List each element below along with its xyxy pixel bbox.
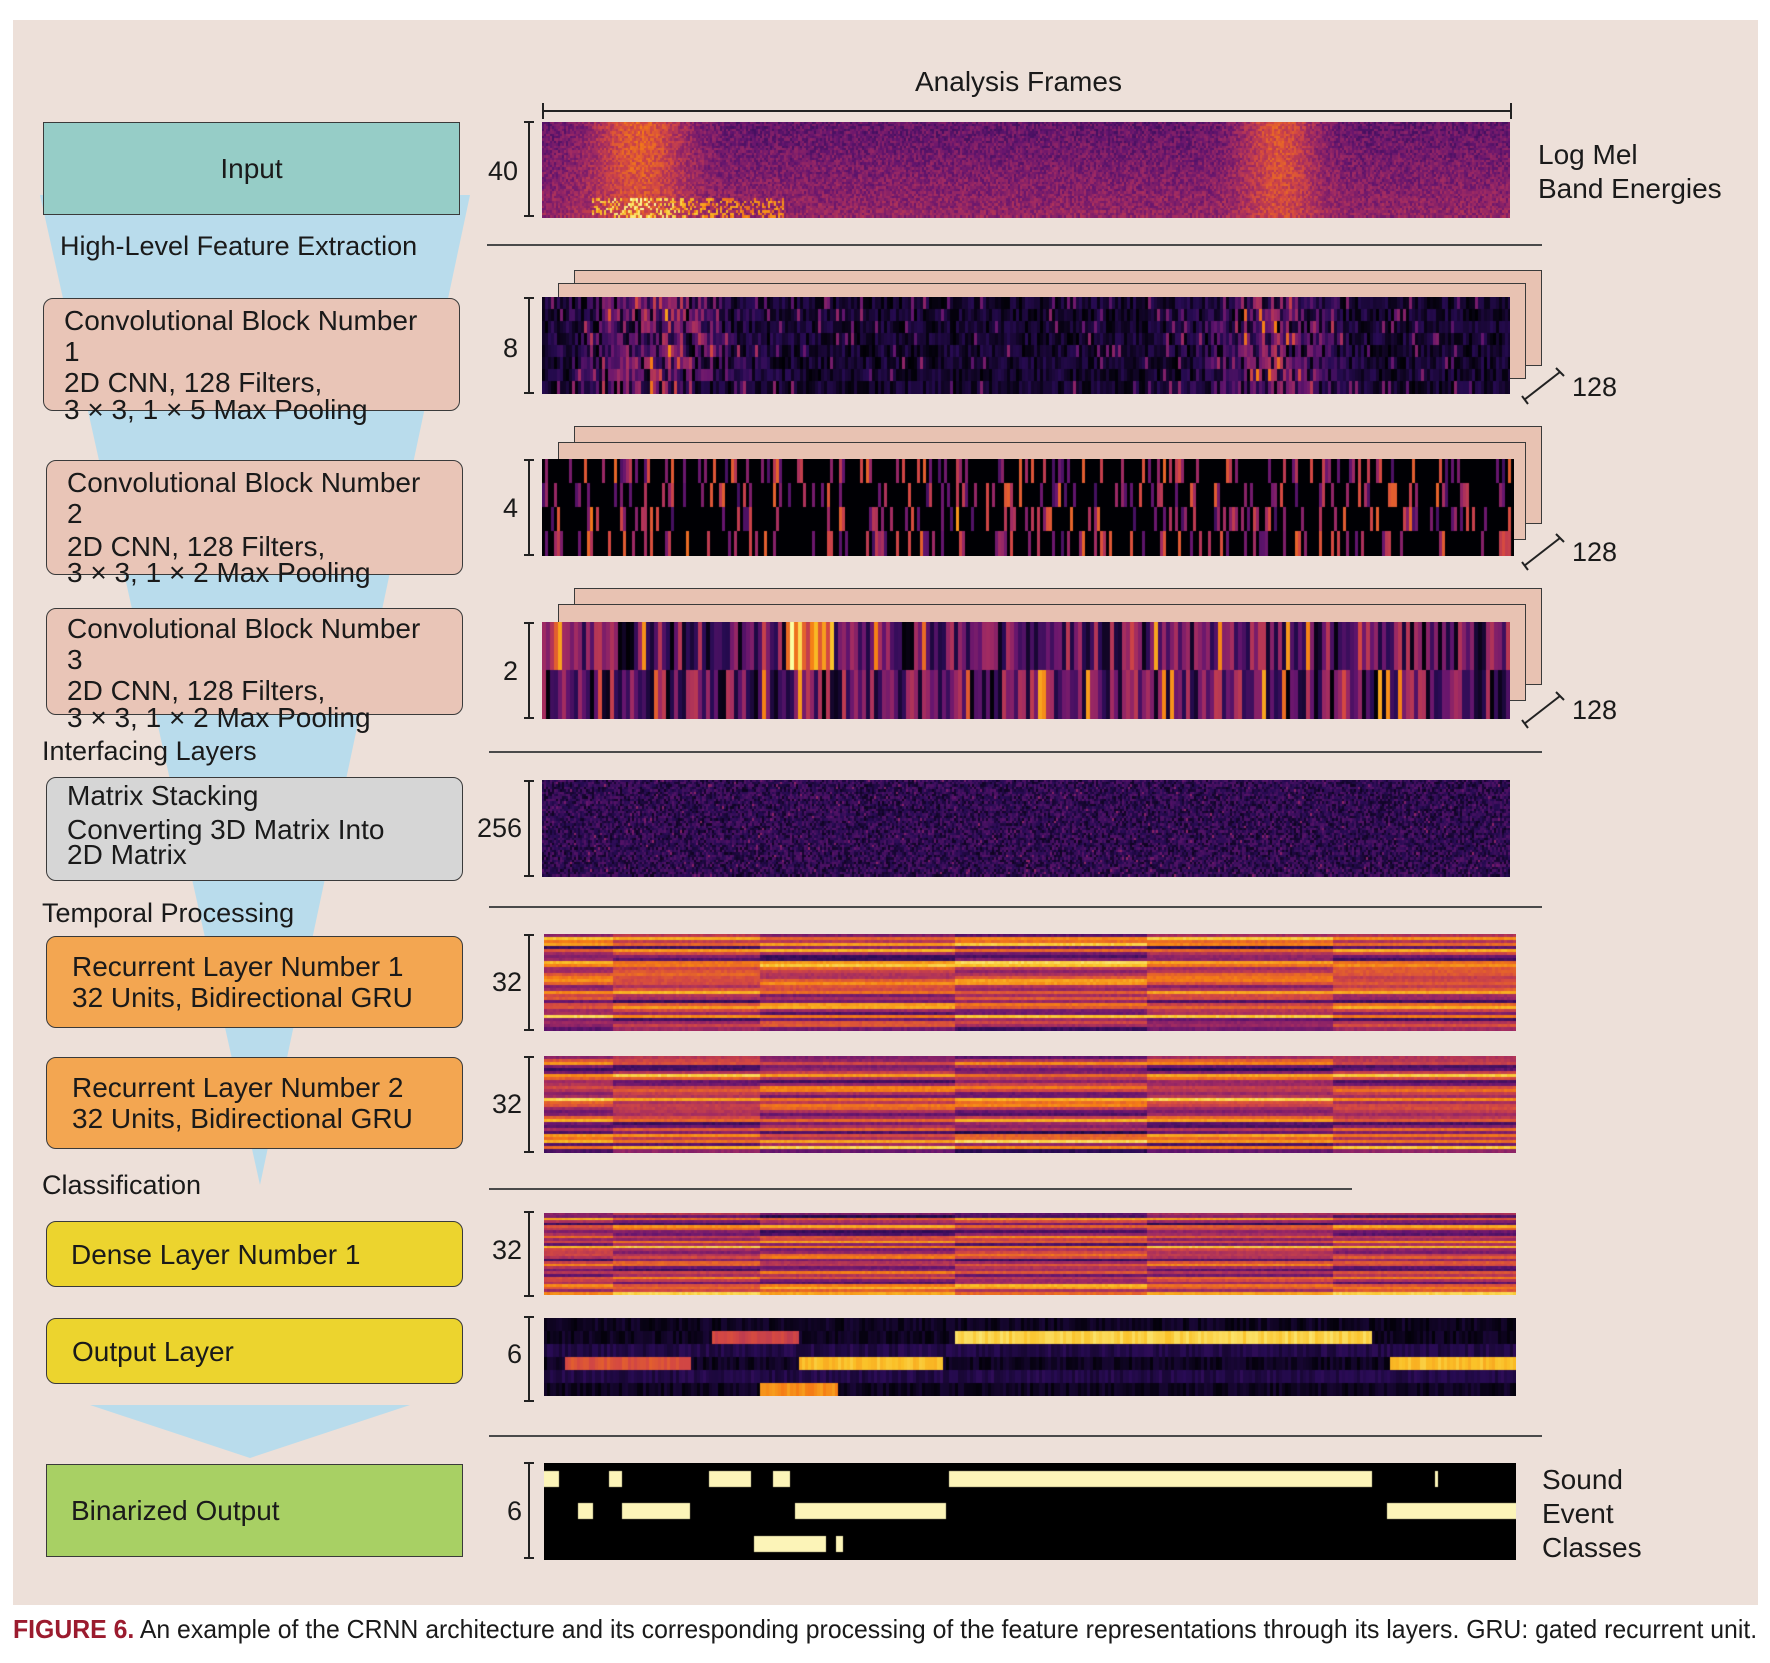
section-feature-extraction: High-Level Feature Extraction bbox=[60, 231, 418, 261]
output-layer: Output Layer bbox=[46, 1318, 463, 1384]
conv1-detail: 2D CNN, 128 Filters, bbox=[64, 367, 323, 398]
binarized-output-box: Binarized Output bbox=[46, 1464, 463, 1557]
section-interfacing: Interfacing Layers bbox=[42, 736, 257, 766]
conv-block-1: Convolutional Block Number 1 2D CNN, 128… bbox=[43, 298, 460, 425]
dim-output: 6 bbox=[506, 1339, 522, 1369]
binarized-label: Binarized Output bbox=[71, 1495, 280, 1526]
log-mel-line-2: Band Energies bbox=[1538, 173, 1722, 204]
stack-detail-2: 2D Matrix bbox=[67, 839, 187, 870]
bracket-stack bbox=[524, 780, 534, 877]
dim-dense1: 32 bbox=[491, 1235, 522, 1265]
separator-classification bbox=[489, 1188, 1352, 1190]
depth-arrow-conv1 bbox=[1521, 367, 1565, 405]
section-temporal: Temporal Processing bbox=[42, 898, 295, 928]
matrix-stacking-box: Matrix Stacking Converting 3D Matrix Int… bbox=[46, 777, 463, 881]
bracket-input bbox=[524, 121, 534, 217]
conv2-detail: 2D CNN, 128 Filters, bbox=[67, 531, 326, 562]
separator-feature bbox=[487, 244, 1542, 246]
conv1-pooling: 3 × 3, 1 × 5 Max Pooling bbox=[64, 394, 368, 425]
input-box: Input bbox=[43, 122, 460, 215]
section-classification: Classification bbox=[42, 1170, 202, 1200]
analysis-frames-axis bbox=[542, 110, 1512, 112]
conv2-feature-map bbox=[542, 459, 1514, 556]
sound-event-classes-label: Sound Event Classes bbox=[1542, 1463, 1642, 1565]
conv3-detail: 2D CNN, 128 Filters, bbox=[67, 675, 326, 706]
dim-binarized: 6 bbox=[506, 1496, 522, 1526]
funnel-arrowhead bbox=[90, 1405, 410, 1458]
dim-conv1: 8 bbox=[502, 333, 518, 363]
recurrent-layer-2: Recurrent Layer Number 2 32 Units, Bidir… bbox=[46, 1057, 463, 1149]
rnn1-activations bbox=[544, 934, 1516, 1031]
separator-temporal bbox=[489, 906, 1542, 908]
bracket-rnn2 bbox=[524, 1056, 534, 1153]
sound-event-line-2: Event bbox=[1542, 1498, 1614, 1529]
bracket-binarized bbox=[524, 1462, 534, 1559]
dim-rnn1: 32 bbox=[491, 967, 522, 997]
figure-caption: FIGURE 6. An example of the CRNN archite… bbox=[13, 1614, 1757, 1645]
input-spectrogram bbox=[542, 122, 1510, 218]
binarized-output-map bbox=[544, 1463, 1516, 1560]
stack-detail: Converting 3D Matrix Into bbox=[67, 814, 385, 845]
sound-event-line-3: Classes bbox=[1542, 1532, 1642, 1563]
stacked-matrix bbox=[542, 780, 1510, 877]
dense-layer-1: Dense Layer Number 1 bbox=[46, 1221, 463, 1287]
bracket-output bbox=[524, 1316, 534, 1402]
separator-output bbox=[489, 1435, 1542, 1437]
recurrent-layer-1: Recurrent Layer Number 1 32 Units, Bidir… bbox=[46, 936, 463, 1028]
dim-conv3: 2 bbox=[502, 656, 518, 686]
output-label: Output Layer bbox=[72, 1335, 234, 1367]
rnn2-activations bbox=[544, 1056, 1516, 1153]
input-label: Input bbox=[220, 153, 283, 184]
separator-interfacing bbox=[489, 751, 1542, 753]
axis-tick-left bbox=[542, 103, 544, 119]
depth-arrow-conv3 bbox=[1521, 691, 1565, 729]
bracket-conv1 bbox=[524, 297, 534, 394]
analysis-frames-label: Analysis Frames bbox=[915, 66, 1122, 97]
sound-event-line-1: Sound bbox=[1542, 1464, 1623, 1495]
dim-stack: 256 bbox=[476, 813, 522, 843]
rnn2-detail: 32 Units, Bidirectional GRU bbox=[72, 1103, 413, 1134]
conv3-pooling: 3 × 3, 1 × 2 Max Pooling bbox=[67, 702, 371, 733]
log-mel-label: Log Mel Band Energies bbox=[1538, 138, 1722, 206]
dim-rnn2: 32 bbox=[491, 1089, 522, 1119]
rnn1-title: Recurrent Layer Number 1 bbox=[72, 951, 404, 982]
axis-tick-right bbox=[1510, 103, 1512, 119]
rnn1-detail: 32 Units, Bidirectional GRU bbox=[72, 982, 413, 1013]
log-mel-line-1: Log Mel bbox=[1538, 139, 1638, 170]
stack-title: Matrix Stacking bbox=[67, 780, 259, 811]
bracket-conv3 bbox=[524, 622, 534, 719]
rnn2-title: Recurrent Layer Number 2 bbox=[72, 1072, 404, 1103]
conv-block-2: Convolutional Block Number 2 2D CNN, 128… bbox=[46, 460, 463, 588]
bracket-conv2 bbox=[524, 459, 534, 556]
depth-arrow-conv2 bbox=[1521, 533, 1565, 571]
conv1-feature-map bbox=[542, 297, 1510, 394]
bracket-rnn1 bbox=[524, 934, 534, 1031]
dense1-label: Dense Layer Number 1 bbox=[71, 1238, 361, 1270]
conv3-feature-map bbox=[542, 622, 1510, 719]
dim-conv2: 4 bbox=[502, 493, 518, 523]
conv3-title: Convolutional Block Number 3 bbox=[67, 613, 421, 675]
conv1-title: Convolutional Block Number 1 bbox=[64, 305, 418, 367]
dense1-activations bbox=[544, 1213, 1516, 1295]
depth-conv3: 128 bbox=[1572, 695, 1618, 725]
dim-input: 40 bbox=[487, 156, 518, 186]
figure-number: FIGURE 6. bbox=[13, 1614, 135, 1644]
depth-conv1: 128 bbox=[1572, 372, 1618, 402]
conv2-pooling: 3 × 3, 1 × 2 Max Pooling bbox=[67, 557, 371, 588]
output-activations bbox=[544, 1318, 1516, 1396]
caption-text: An example of the CRNN architecture and … bbox=[134, 1614, 1758, 1644]
conv-block-3: Convolutional Block Number 3 2D CNN, 128… bbox=[46, 608, 463, 733]
depth-conv2: 128 bbox=[1572, 537, 1618, 567]
conv2-title: Convolutional Block Number 2 bbox=[67, 467, 421, 529]
bracket-dense1 bbox=[524, 1211, 534, 1297]
